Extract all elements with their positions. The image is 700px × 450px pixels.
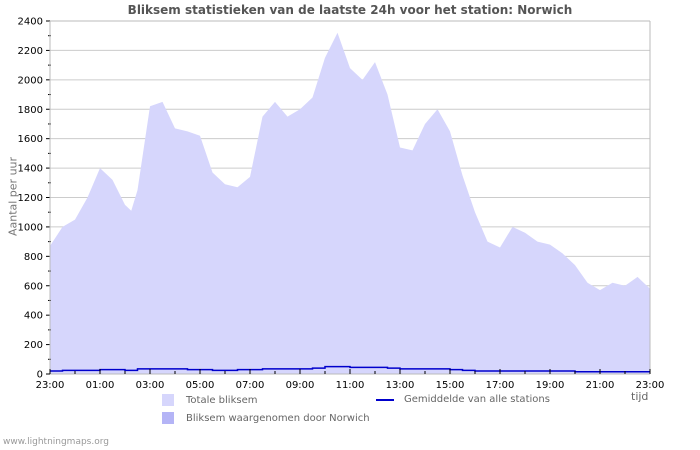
y-tick-label: 600: [24, 281, 43, 292]
y-tick-label: 200: [24, 340, 43, 351]
y-tick-label: 0: [37, 370, 43, 381]
x-tick-label: 17:00: [486, 380, 515, 391]
x-tick-label: 05:00: [186, 380, 215, 391]
x-tick-label: 13:00: [386, 380, 415, 391]
x-axis-label: tijd: [631, 390, 649, 403]
legend-average-label: Gemiddelde van alle stations: [404, 394, 550, 405]
x-tick-label: 11:00: [336, 380, 365, 391]
footer-credit: www.lightningmaps.org: [3, 437, 109, 447]
y-tick-label: 2400: [18, 17, 43, 28]
y-tick-label: 1400: [18, 164, 43, 175]
y-tick-label: 400: [24, 311, 43, 322]
legend-average-swatch: [376, 398, 394, 401]
y-tick-label: 1200: [18, 193, 43, 204]
legend-total-swatch: [162, 394, 174, 406]
y-axis-label: Aantal per uur: [6, 156, 20, 237]
legend-station: Bliksem waargenomen door Norwich: [162, 412, 370, 424]
y-tick-label: 1800: [18, 105, 43, 116]
y-tick-label: 2200: [18, 46, 43, 57]
total-lightning-area: [50, 32, 650, 375]
legend-average: Gemiddelde van alle stations: [376, 394, 550, 405]
x-tick-label: 15:00: [436, 380, 465, 391]
x-tick-label: 23:00: [36, 380, 65, 391]
y-tick-label: 1600: [18, 134, 43, 145]
x-tick-label: 01:00: [86, 380, 115, 391]
chart-title: Bliksem statistieken van de laatste 24h …: [127, 3, 573, 17]
legend-station-swatch: [162, 412, 174, 424]
x-tick-label: 07:00: [236, 380, 265, 391]
axes: 0 200 400 600 800 1000 1200 1400 1600 1800 2000 220…: [18, 17, 665, 392]
legend-total: Totale bliksem: [162, 394, 257, 406]
y-tick-label: 1000: [18, 222, 43, 233]
x-tick-label: 03:00: [136, 380, 165, 391]
legend-station-label: Bliksem waargenomen door Norwich: [186, 412, 370, 424]
y-tick-label: 800: [24, 252, 43, 263]
y-tick-label: 2000: [18, 75, 43, 86]
x-tick-label: 19:00: [536, 380, 565, 391]
x-tick-label: 09:00: [286, 380, 315, 391]
x-tick-label: 23:00: [636, 380, 665, 391]
legend-total-label: Totale bliksem: [186, 394, 258, 406]
x-tick-label: 21:00: [586, 380, 615, 391]
